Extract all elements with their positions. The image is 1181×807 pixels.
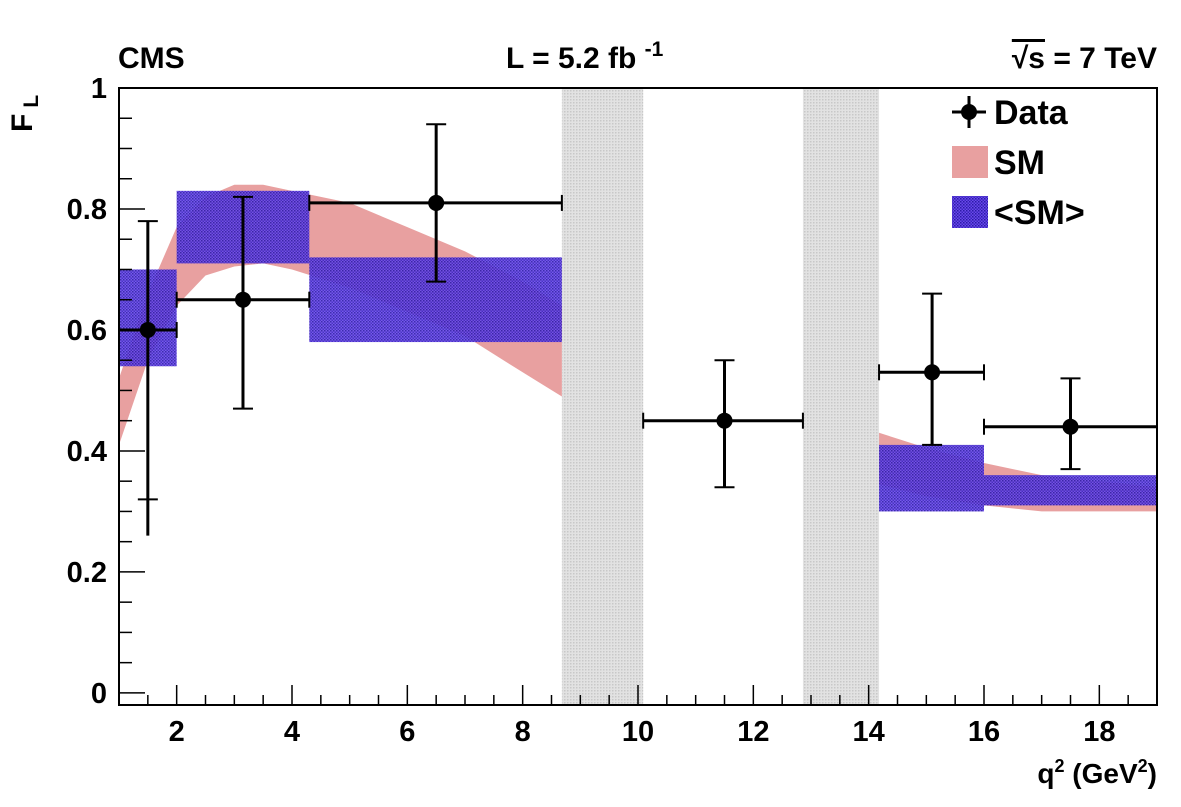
data-marker	[139, 321, 156, 338]
x-axis-label-main: q	[1037, 758, 1055, 789]
x-tick-label: 6	[399, 716, 415, 748]
luminosity-label: L = 5.2 fb -1	[506, 38, 663, 76]
y-tick-label: 1	[91, 73, 107, 105]
data-point-3	[642, 359, 804, 489]
data-marker	[428, 194, 445, 211]
vetoed-region-0	[561, 88, 644, 705]
x-axis-label-unit-close: )	[1147, 758, 1157, 789]
x-tick-label: 8	[515, 716, 531, 748]
y-tick-label: 0.4	[67, 436, 107, 468]
y-tick-label: 0	[91, 678, 107, 710]
y-tick-label: 0.2	[67, 557, 107, 589]
x-tick-label: 10	[622, 716, 654, 748]
legend-label: Data	[994, 94, 1069, 132]
x-tick-label: 2	[169, 716, 185, 748]
luminosity-exponent: -1	[644, 38, 664, 61]
legend-entry-data: Data	[952, 94, 1069, 132]
x-tick-label: 16	[968, 716, 1000, 748]
sm-avg-bin-3	[879, 444, 984, 512]
legend-smavg-swatch	[952, 196, 988, 228]
data-marker	[716, 412, 733, 429]
data-point-5	[983, 377, 1158, 471]
legend-data-marker	[961, 104, 977, 120]
x-tick-label: 14	[853, 716, 885, 748]
energy-label: √s = 7 TeV	[1012, 42, 1157, 76]
x-tick-label: 18	[1083, 716, 1115, 748]
x-axis-label-unit-open: (GeV	[1064, 758, 1138, 789]
y-tick-label: 0.6	[67, 315, 107, 347]
data-point-4	[878, 292, 985, 446]
legend-label: <SM>	[994, 194, 1085, 232]
data-point-2	[308, 123, 563, 283]
luminosity-text: L = 5.2 fb	[506, 42, 637, 75]
energy-sqrt-s: √s	[1011, 42, 1045, 75]
y-axis-label: FL	[6, 94, 43, 132]
y-tick-label: 0.8	[67, 194, 107, 226]
energy-value: = 7 TeV	[1044, 42, 1157, 75]
x-axis-label-unit-sup: 2	[1137, 756, 1148, 776]
data-point-1	[175, 195, 311, 410]
vetoed-region-1	[802, 88, 880, 705]
x-tick-label: 4	[284, 716, 300, 748]
x-axis-label-sup: 2	[1054, 756, 1065, 776]
y-axis-label-sub: L	[20, 94, 43, 108]
legend-entry-sm: SM	[952, 144, 1045, 182]
x-axis-label: q2 (GeV2)	[1037, 756, 1157, 790]
experiment-label: CMS	[118, 42, 185, 75]
legend-sm-swatch	[952, 146, 988, 178]
legend-label: SM	[994, 144, 1045, 182]
x-tick-label: 12	[737, 716, 769, 748]
data-point-0	[118, 220, 178, 536]
legend-entry-smavg: <SM>	[952, 194, 1085, 232]
data-marker	[234, 291, 251, 308]
data-marker	[1062, 418, 1079, 435]
y-axis-label-main: F	[6, 113, 39, 132]
data-marker	[924, 364, 941, 381]
sm-avg-bin-4	[984, 475, 1157, 506]
